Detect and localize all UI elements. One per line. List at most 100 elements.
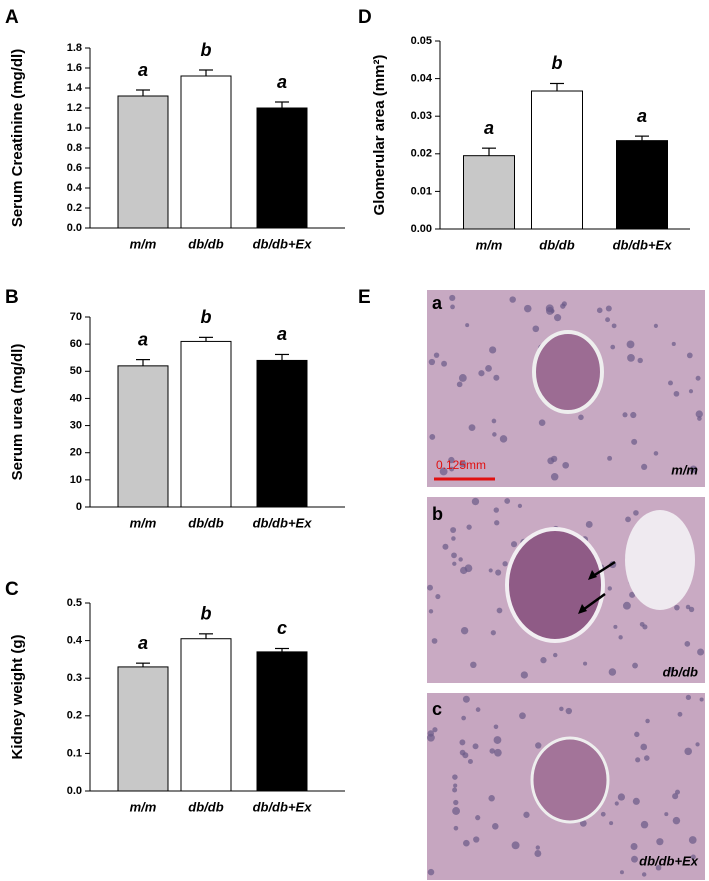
nucleus [554, 314, 562, 322]
y-tick-label: 0.2 [67, 710, 82, 722]
nucleus [618, 635, 623, 640]
nucleus [675, 789, 680, 795]
nucleus [644, 755, 650, 761]
nucleus [491, 418, 497, 424]
nucleus [517, 503, 523, 509]
nucleus [631, 438, 638, 445]
nucleus [462, 695, 470, 703]
nucleus [466, 524, 472, 530]
nucleus [499, 435, 508, 443]
nucleus [450, 304, 455, 310]
y-tick-label: 0.02 [411, 148, 432, 160]
nucleus [427, 584, 433, 591]
nucleus [640, 820, 649, 829]
nucleus [672, 793, 679, 800]
y-tick-label: 0.00 [411, 223, 432, 235]
x-tick-label: db/db+Ex [253, 236, 313, 251]
y-tick-label: 0.3 [67, 672, 82, 684]
nucleus [496, 607, 503, 614]
nucleus [456, 381, 463, 388]
nucleus [627, 353, 635, 362]
nucleus [538, 419, 546, 426]
y-axis-label: Serum Creatinine (mg/dl) [9, 49, 26, 227]
nucleus [699, 697, 704, 702]
y-tick-label: 0.6 [67, 162, 82, 174]
nucleus [435, 593, 441, 600]
nucleus [684, 747, 692, 756]
significance-letter: b [552, 53, 563, 73]
nucleus [688, 606, 695, 613]
significance-letter: b [201, 604, 212, 624]
bar [463, 155, 515, 230]
x-tick-label: db/db [188, 236, 223, 251]
panel-caption: db/db+Ex [639, 853, 699, 868]
x-tick-label: db/db [188, 515, 223, 530]
nucleus [547, 457, 555, 465]
significance-letter: a [277, 72, 287, 92]
nucleus [611, 323, 617, 329]
nucleus [655, 864, 662, 871]
nucleus [493, 507, 499, 513]
x-tick-label: db/db [188, 799, 223, 814]
nucleus [511, 841, 520, 850]
y-tick-label: 0.4 [67, 182, 83, 194]
panel-label: A [5, 7, 19, 28]
nucleus [688, 836, 697, 844]
bar [531, 90, 583, 230]
nucleus [550, 473, 559, 481]
nucleus [453, 783, 458, 788]
nucleus [473, 836, 480, 843]
nucleus [442, 543, 449, 550]
nucleus [492, 823, 499, 830]
nucleus [637, 357, 643, 364]
nucleus [583, 661, 588, 666]
nucleus [674, 604, 680, 611]
nucleus [562, 461, 570, 469]
arrow [588, 570, 597, 580]
nucleus [653, 451, 659, 456]
nucleus [428, 609, 434, 614]
nucleus [452, 561, 457, 566]
nucleus [458, 557, 463, 562]
nucleus [535, 742, 542, 749]
nucleus [509, 296, 516, 303]
significance-letter: a [484, 118, 494, 138]
nucleus [464, 564, 473, 573]
lumen [625, 510, 695, 610]
nucleus [553, 652, 558, 658]
nucleus [510, 541, 518, 548]
y-axis-label: Serum urea (mg/dl) [9, 344, 26, 481]
nucleus [641, 872, 647, 877]
y-axis-label: Kidney weight (g) [9, 635, 26, 760]
bar [256, 651, 308, 792]
nucleus [625, 516, 631, 523]
significance-letter: b [201, 307, 212, 327]
nucleus [470, 661, 477, 669]
nucleus [695, 375, 701, 381]
nucleus [626, 340, 635, 349]
y-tick-label: 0.01 [411, 185, 432, 197]
glomerulus [532, 330, 604, 414]
nucleus [471, 497, 480, 506]
nucleus [449, 466, 455, 472]
panel-caption: db/db [663, 664, 698, 679]
panel-label: C [5, 579, 19, 600]
bar [117, 95, 169, 229]
y-tick-label: 1.6 [67, 62, 82, 74]
nucleus [619, 870, 624, 875]
significance-letter: a [138, 60, 148, 80]
nucleus [427, 868, 435, 876]
nucleus [605, 317, 611, 323]
nucleus [485, 365, 492, 372]
glomerulus [530, 736, 610, 824]
nucleus [492, 432, 497, 437]
nucleus [613, 624, 618, 629]
nucleus [668, 666, 674, 673]
nucleus [688, 389, 694, 394]
nucleus [450, 527, 457, 534]
nucleus [535, 845, 541, 850]
nucleus [635, 757, 641, 763]
nucleus [585, 521, 593, 528]
y-tick-label: 30 [70, 419, 82, 431]
arrow [578, 604, 587, 614]
